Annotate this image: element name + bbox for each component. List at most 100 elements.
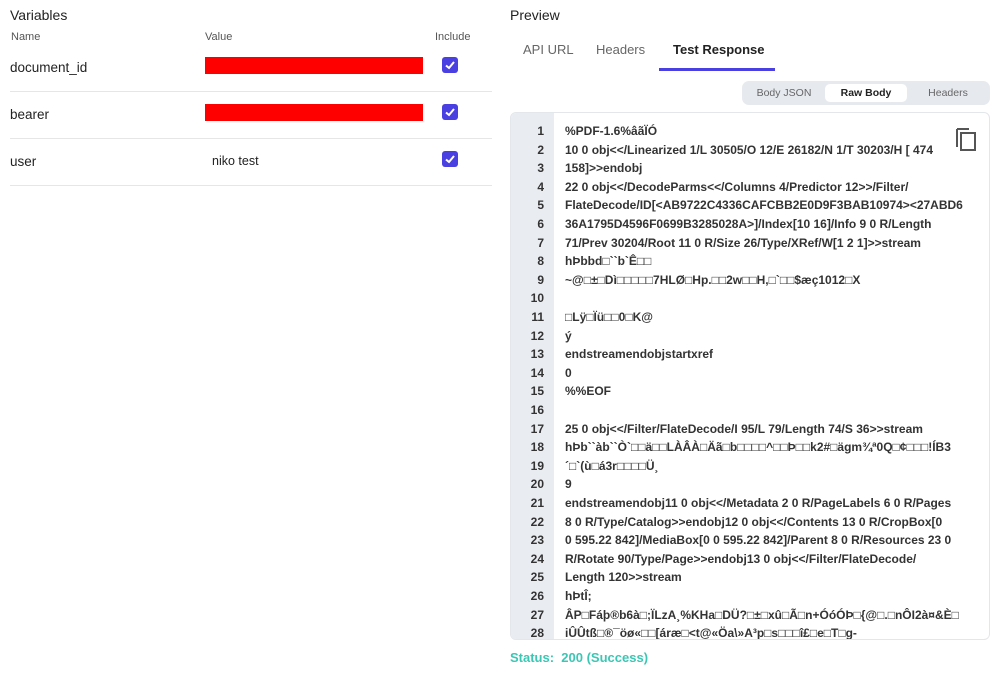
variable-name: document_id (10, 60, 88, 75)
line-number: 12 (530, 328, 544, 343)
line-number: 1 (537, 124, 544, 138)
check-icon (445, 61, 455, 70)
variable-name: user (10, 154, 37, 169)
code-line: 6 36A1795D4596F0699B3285028A>]/Index[10 1… (511, 215, 989, 234)
code-line: 26 hÞtÎ; (511, 587, 989, 606)
code-line: 16 (511, 401, 989, 420)
code-line: 15 %%EOF (511, 382, 989, 401)
line-text: 8 0 R/Type/Catalog>>endobj12 0 obj<</Con… (565, 514, 943, 529)
line-text: endstreamendobj11 0 obj<</Metadata 2 0 R… (565, 496, 952, 510)
line-text: ~@□±□Dì□□□□□7HLØ□Hp.□□2w□□H,□`□□$æç1012□… (565, 272, 861, 287)
line-number: 8 (537, 254, 544, 269)
preview-title: Preview (510, 7, 560, 23)
code-line: 1 %PDF-1.6%âãÏÓ (511, 122, 989, 141)
line-text: □Lÿ□Ïü□□0□K@ (565, 310, 653, 324)
line-text: 0 595.22 842]/MediaBox[0 0 595.22 842]/P… (565, 533, 952, 548)
tab-test-response[interactable]: Test Response (673, 42, 765, 57)
line-text: 158]>>endobj (565, 161, 643, 176)
line-text: iÛÛtß□®¯öø«□□[áræ□<t@«Öa\»A³p□s□□□î£□e□T… (565, 626, 857, 640)
status-value: 200 (Success) (561, 650, 649, 665)
variable-row: user niko test (10, 139, 492, 186)
code-line: 8 hÞbbd□``b`Ê□□ (511, 252, 989, 271)
column-header-include: Include (435, 31, 471, 43)
line-text: endstreamendobjstartxref (565, 347, 714, 362)
line-number: 3 (537, 161, 544, 176)
line-text: 22 0 obj<</DecodeParms<</Columns 4/Predi… (565, 179, 909, 194)
variable-row: document_id (10, 45, 492, 92)
line-number: 18 (530, 440, 544, 455)
line-number: 15 (530, 384, 544, 399)
raw-body-viewer[interactable]: 1 %PDF-1.6%âãÏÓ 2 10 0 obj<</Linearized 1/L… (510, 112, 990, 640)
line-text: 36A1795D4596F0699B3285028A>]/Index[10 16… (565, 217, 932, 231)
line-number: 14 (530, 365, 544, 380)
column-header-value: Value (205, 31, 233, 43)
line-number: 27 (530, 607, 544, 622)
line-text: ý (565, 328, 572, 343)
line-number: 11 (531, 310, 544, 324)
line-text: 9 (565, 477, 572, 492)
line-number: 4 (537, 179, 544, 194)
code-line: 3 158]>>endobj (511, 159, 989, 178)
code-line: 27 ÂP□Fáþ®b6à□;ÏLzA¸%KHa□DÜ?□±□xû□Ã□n+ÓóÓ… (511, 606, 989, 625)
line-number: 22 (530, 514, 544, 529)
segment-headers[interactable]: Headers (928, 87, 968, 99)
segment-raw-body[interactable]: Raw Body (825, 84, 907, 102)
copy-icon[interactable] (955, 126, 977, 152)
line-number: 9 (537, 272, 544, 287)
line-number: 24 (530, 551, 544, 566)
line-text: ´□`(ù□á3r□□□□Ü¸ (565, 458, 659, 473)
line-number: 25 (530, 570, 544, 585)
code-line: 4 22 0 obj<</DecodeParms<</Columns 4/Pred… (511, 178, 989, 197)
code-line: 7 71/Prev 30204/Root 11 0 R/Size 26/Type/… (511, 234, 989, 253)
code-line: 5 FlateDecode/ID[<AB9722C4336CAFCBB2E0D9F… (511, 196, 989, 215)
code-line: 12 ý (511, 327, 989, 346)
line-number: 16 (530, 403, 544, 417)
line-number: 21 (530, 496, 544, 510)
segment-body-json[interactable]: Body JSON (756, 87, 812, 99)
line-text: FlateDecode/ID[<AB9722C4336CAFCBB2E0D9F3… (565, 198, 963, 213)
variable-value[interactable]: niko test (212, 154, 259, 168)
variable-row: bearer (10, 92, 492, 139)
code-line: 13 endstreamendobjstartxref (511, 345, 989, 364)
line-text: %PDF-1.6%âãÏÓ (565, 124, 658, 138)
status-label: Status: (510, 650, 555, 665)
line-text: 10 0 obj<</Linearized 1/L 30505/O 12/E 2… (565, 142, 933, 157)
line-number: 2 (537, 142, 544, 157)
code-line: 19 ´□`(ù□á3r□□□□Ü¸ (511, 457, 989, 476)
line-text: 71/Prev 30204/Root 11 0 R/Size 26/Type/X… (565, 235, 921, 250)
code-line: 14 0 (511, 364, 989, 383)
tab-headers[interactable]: Headers (596, 42, 646, 57)
line-text: R/Rotate 90/Type/Page>>endobj13 0 obj<</… (565, 551, 917, 566)
check-icon (445, 155, 455, 164)
line-number: 5 (537, 198, 544, 213)
line-text: %%EOF (565, 384, 612, 399)
line-number: 19 (530, 458, 544, 473)
response-status: Status: 200 (Success) (510, 650, 648, 665)
code-line: 11 □Lÿ□Ïü□□0□K@ (511, 308, 989, 327)
code-line: 25 Length 120>>stream (511, 568, 989, 587)
include-checkbox[interactable] (442, 151, 458, 167)
line-text: hÞtÎ; (565, 589, 592, 603)
code-line: 20 9 (511, 475, 989, 494)
include-checkbox[interactable] (442, 104, 458, 120)
line-number: 26 (530, 589, 544, 603)
response-view-toggle: Body JSON Raw Body Headers (742, 81, 990, 105)
code-line: 2 10 0 obj<</Linearized 1/L 30505/O 12/E … (511, 141, 989, 160)
code-line: 21 endstreamendobj11 0 obj<</Metadata 2 0… (511, 494, 989, 513)
line-number: 23 (530, 533, 544, 548)
line-number: 7 (537, 235, 544, 250)
line-number: 20 (530, 477, 544, 492)
variables-title: Variables (10, 7, 68, 23)
tab-api-url[interactable]: API URL (523, 42, 574, 57)
line-text: 25 0 obj<</Filter/FlateDecode/I 95/L 79/… (565, 421, 923, 436)
code-line: 22 8 0 R/Type/Catalog>>endobj12 0 obj<</C… (511, 513, 989, 532)
line-text: ÂP□Fáþ®b6à□;ÏLzA¸%KHa□DÜ?□±□xû□Ã□n+ÓóÓÞ□… (565, 607, 959, 622)
column-header-name: Name (11, 31, 41, 43)
code-line: 9 ~@□±□Dì□□□□□7HLØ□Hp.□□2w□□H,□`□□$æç1012… (511, 271, 989, 290)
active-tab-indicator (659, 68, 775, 71)
line-number: 10 (530, 291, 544, 306)
include-checkbox[interactable] (442, 57, 458, 73)
line-number: 28 (530, 626, 544, 640)
line-text: Length 120>>stream (565, 570, 682, 585)
line-text: hÞbbd□``b`Ê□□ (565, 254, 652, 269)
